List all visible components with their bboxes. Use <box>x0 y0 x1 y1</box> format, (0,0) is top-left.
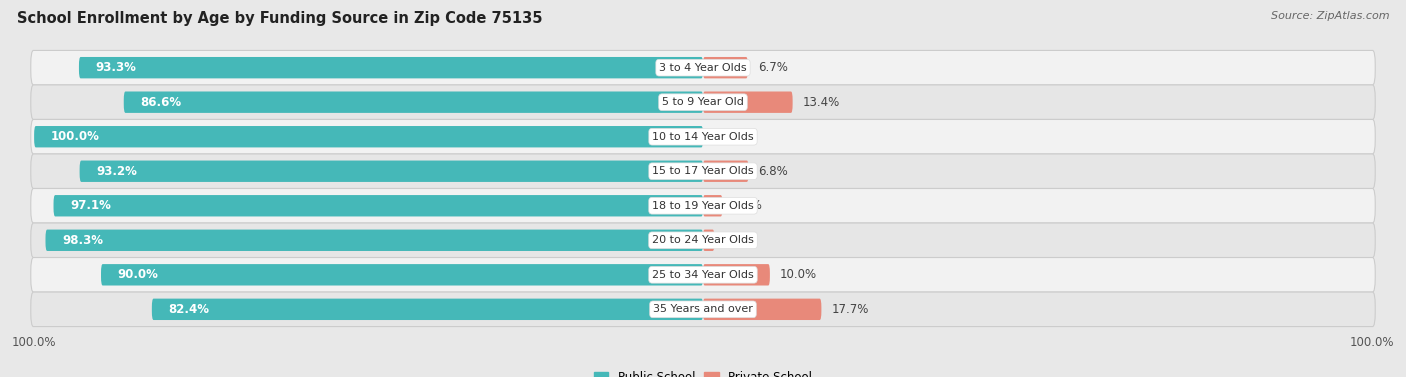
Text: 15 to 17 Year Olds: 15 to 17 Year Olds <box>652 166 754 176</box>
Text: 93.3%: 93.3% <box>96 61 136 74</box>
FancyBboxPatch shape <box>703 299 821 320</box>
FancyBboxPatch shape <box>101 264 703 285</box>
Text: 86.6%: 86.6% <box>141 96 181 109</box>
FancyBboxPatch shape <box>31 120 1375 154</box>
Text: 97.1%: 97.1% <box>70 199 111 212</box>
Text: 25 to 34 Year Olds: 25 to 34 Year Olds <box>652 270 754 280</box>
Text: 82.4%: 82.4% <box>169 303 209 316</box>
FancyBboxPatch shape <box>703 230 714 251</box>
Text: 6.7%: 6.7% <box>758 61 787 74</box>
FancyBboxPatch shape <box>703 195 723 216</box>
FancyBboxPatch shape <box>152 299 703 320</box>
FancyBboxPatch shape <box>31 257 1375 292</box>
Text: 0.0%: 0.0% <box>713 130 742 143</box>
FancyBboxPatch shape <box>124 92 703 113</box>
Text: 18 to 19 Year Olds: 18 to 19 Year Olds <box>652 201 754 211</box>
Text: 2.9%: 2.9% <box>733 199 762 212</box>
FancyBboxPatch shape <box>703 57 748 78</box>
FancyBboxPatch shape <box>31 51 1375 85</box>
Text: Source: ZipAtlas.com: Source: ZipAtlas.com <box>1271 11 1389 21</box>
FancyBboxPatch shape <box>53 195 703 216</box>
Text: 10 to 14 Year Olds: 10 to 14 Year Olds <box>652 132 754 142</box>
FancyBboxPatch shape <box>31 85 1375 120</box>
FancyBboxPatch shape <box>34 126 703 147</box>
FancyBboxPatch shape <box>45 230 703 251</box>
Text: 13.4%: 13.4% <box>803 96 839 109</box>
FancyBboxPatch shape <box>31 188 1375 223</box>
FancyBboxPatch shape <box>703 92 793 113</box>
FancyBboxPatch shape <box>79 57 703 78</box>
FancyBboxPatch shape <box>31 154 1375 188</box>
FancyBboxPatch shape <box>703 264 770 285</box>
Text: 17.7%: 17.7% <box>831 303 869 316</box>
Text: 1.7%: 1.7% <box>724 234 754 247</box>
Legend: Public School, Private School: Public School, Private School <box>589 366 817 377</box>
Text: 100.0%: 100.0% <box>51 130 100 143</box>
Text: 20 to 24 Year Olds: 20 to 24 Year Olds <box>652 235 754 245</box>
Text: 93.2%: 93.2% <box>97 165 138 178</box>
Text: 90.0%: 90.0% <box>118 268 159 281</box>
Text: 6.8%: 6.8% <box>758 165 789 178</box>
Text: 10.0%: 10.0% <box>780 268 817 281</box>
FancyBboxPatch shape <box>703 161 748 182</box>
Text: School Enrollment by Age by Funding Source in Zip Code 75135: School Enrollment by Age by Funding Sour… <box>17 11 543 26</box>
FancyBboxPatch shape <box>80 161 703 182</box>
FancyBboxPatch shape <box>31 223 1375 257</box>
Text: 35 Years and over: 35 Years and over <box>652 304 754 314</box>
FancyBboxPatch shape <box>31 292 1375 326</box>
Text: 5 to 9 Year Old: 5 to 9 Year Old <box>662 97 744 107</box>
Text: 98.3%: 98.3% <box>62 234 103 247</box>
Text: 3 to 4 Year Olds: 3 to 4 Year Olds <box>659 63 747 73</box>
